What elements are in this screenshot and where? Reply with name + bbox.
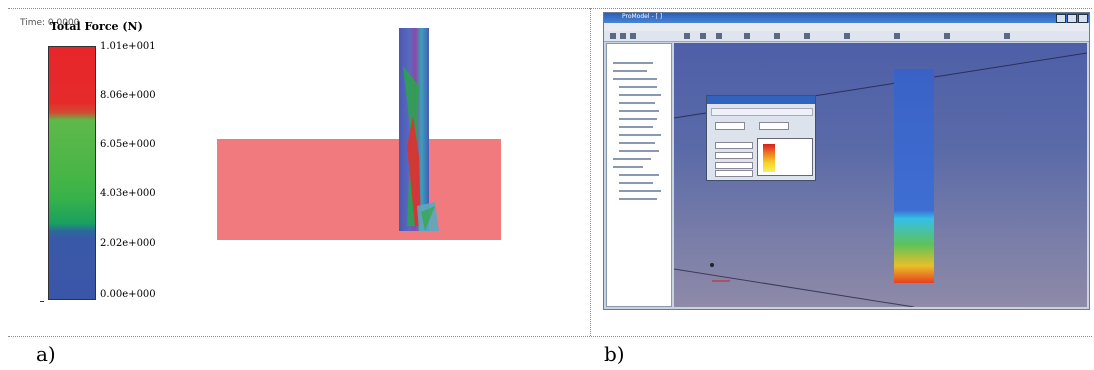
properties-dialog[interactable] xyxy=(706,95,816,181)
dialog-titlebar xyxy=(707,96,815,104)
simulation-window: ProModel - [ ] xyxy=(603,12,1090,310)
window-titlebar xyxy=(604,13,1089,23)
toolbar-icon[interactable] xyxy=(804,33,810,39)
legend-tick: 1.01e+001 xyxy=(100,41,156,52)
tree-item[interactable] xyxy=(613,158,651,160)
legend-title: Total Force (N) xyxy=(50,20,143,33)
tree-item[interactable] xyxy=(619,182,653,184)
tool-force-plot xyxy=(399,28,439,231)
dialog-tabs[interactable] xyxy=(711,108,813,116)
tree-item[interactable] xyxy=(619,118,657,120)
toolbar-icon[interactable] xyxy=(744,33,750,39)
tree-item[interactable] xyxy=(619,174,659,176)
caption-a: a) xyxy=(36,342,56,366)
panel-divider xyxy=(590,8,591,336)
part-model[interactable] xyxy=(894,69,934,283)
force-region-tip-green xyxy=(421,206,435,231)
viewport-scene xyxy=(673,52,1088,308)
maximize-button[interactable] xyxy=(1067,14,1077,23)
tree-item[interactable] xyxy=(619,150,659,152)
dialog-field[interactable] xyxy=(715,142,753,149)
tree-item[interactable] xyxy=(619,110,659,112)
close-button[interactable] xyxy=(1078,14,1088,23)
color-scale-bar xyxy=(48,46,96,300)
tree-item[interactable] xyxy=(613,70,647,72)
tree-item[interactable] xyxy=(613,166,643,168)
color-map-gradient xyxy=(763,144,775,172)
toolbar-icon[interactable] xyxy=(684,33,690,39)
legend-tick: 6.05e+000 xyxy=(100,139,156,150)
tree-item[interactable] xyxy=(619,134,661,136)
tree-item[interactable] xyxy=(613,62,653,64)
toolbar-icon[interactable] xyxy=(944,33,950,39)
legend-tick: 0.00e+000 xyxy=(100,289,156,300)
tree-item[interactable] xyxy=(619,142,655,144)
force-region-red xyxy=(407,116,421,226)
toolbar-icon[interactable] xyxy=(630,33,636,39)
minimize-button[interactable] xyxy=(1056,14,1066,23)
legend-tick: 8.06e+000 xyxy=(100,90,156,101)
menu-bar[interactable] xyxy=(604,23,1089,31)
tree-item[interactable] xyxy=(619,86,657,88)
toolbar-icon[interactable] xyxy=(700,33,706,39)
axis-marker xyxy=(40,301,44,302)
dialog-field[interactable] xyxy=(715,170,753,177)
tree-item[interactable] xyxy=(619,94,661,96)
toolbar-icon[interactable] xyxy=(1004,33,1010,39)
tree-item[interactable] xyxy=(613,78,657,80)
model-tree-panel[interactable] xyxy=(606,43,672,307)
figure-border-bottom xyxy=(8,336,1092,337)
tree-item[interactable] xyxy=(619,102,655,104)
dialog-field[interactable] xyxy=(715,152,753,159)
dialog-button[interactable] xyxy=(759,122,789,130)
axis-origin-icon xyxy=(710,263,714,267)
toolbar-icon[interactable] xyxy=(610,33,616,39)
tree-item[interactable] xyxy=(619,190,661,192)
tree-item[interactable] xyxy=(619,126,653,128)
ground-line xyxy=(673,268,915,308)
window-title: ProModel - [ ] xyxy=(622,13,663,20)
workpiece-body xyxy=(217,139,501,240)
tree-item[interactable] xyxy=(619,198,657,200)
toolbar-icon[interactable] xyxy=(716,33,722,39)
time-label: Time: 0.0000 xyxy=(20,18,80,28)
toolbar-icon[interactable] xyxy=(844,33,850,39)
toolbar-icon[interactable] xyxy=(894,33,900,39)
toolbar-icon[interactable] xyxy=(620,33,626,39)
legend-tick: 2.02e+000 xyxy=(100,238,156,249)
dialog-field[interactable] xyxy=(715,162,753,169)
legend-tick: 4.03e+000 xyxy=(100,188,156,199)
dialog-button[interactable] xyxy=(715,122,745,130)
toolbar-icon[interactable] xyxy=(774,33,780,39)
caption-b: b) xyxy=(604,342,625,366)
figure-border-top xyxy=(8,8,1092,9)
